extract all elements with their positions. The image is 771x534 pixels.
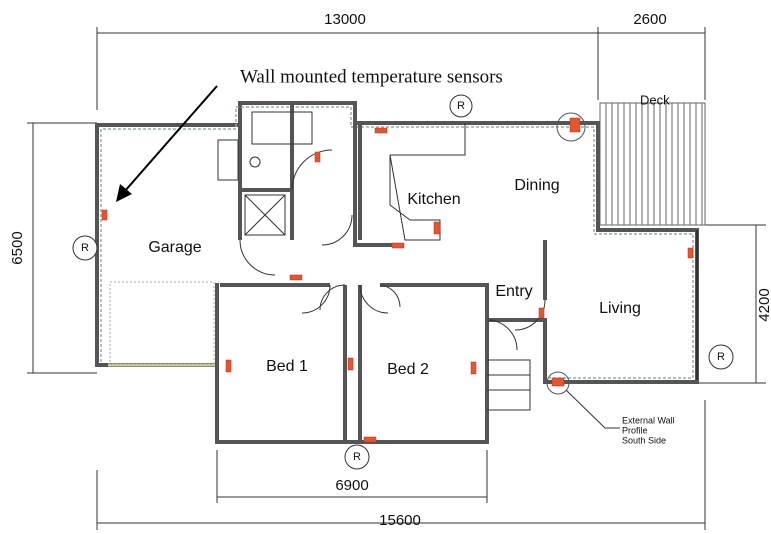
wall-note: Profile (622, 425, 648, 435)
dimension-label: 15600 (379, 512, 421, 529)
wall-note: External Wall (622, 415, 675, 425)
leader-line (565, 389, 620, 429)
fixtures (217, 111, 698, 411)
exterior-wall (95, 101, 699, 444)
annotation: Wall mounted temperature sensors (240, 66, 503, 87)
wall-note: South Side (622, 435, 666, 445)
room-label: Kitchen (407, 191, 460, 208)
dimension-lines (27, 27, 766, 530)
sensors (101, 117, 694, 443)
sensor-highlight (546, 371, 570, 395)
garage-door-track (109, 281, 215, 365)
room-label: Living (599, 300, 641, 317)
sensor-highlight (556, 112, 586, 142)
annotation-arrow (123, 85, 218, 193)
room-label: Entry (495, 283, 532, 300)
dimension-label: 6900 (335, 477, 368, 494)
marker-label: R (457, 100, 465, 112)
room-label: Bed 2 (387, 361, 429, 378)
wall-insulation (100, 106, 694, 379)
room-label: Bed 1 (266, 358, 308, 375)
room-label: Deck (640, 92, 670, 107)
marker-label: R (81, 242, 89, 254)
interior-walls (220, 103, 547, 440)
room-label: Dining (514, 177, 559, 194)
dimension-label: 6500 (9, 231, 26, 264)
room-label: Garage (148, 239, 201, 256)
dimension-label: 4200 (756, 288, 771, 321)
annotation-arrowhead (116, 184, 132, 202)
r-markers (72, 94, 734, 470)
marker-label: R (353, 451, 361, 463)
marker-label: R (717, 351, 725, 363)
deck (599, 102, 706, 226)
dimension-label: 2600 (633, 11, 666, 28)
dimension-label: 13000 (324, 11, 366, 28)
